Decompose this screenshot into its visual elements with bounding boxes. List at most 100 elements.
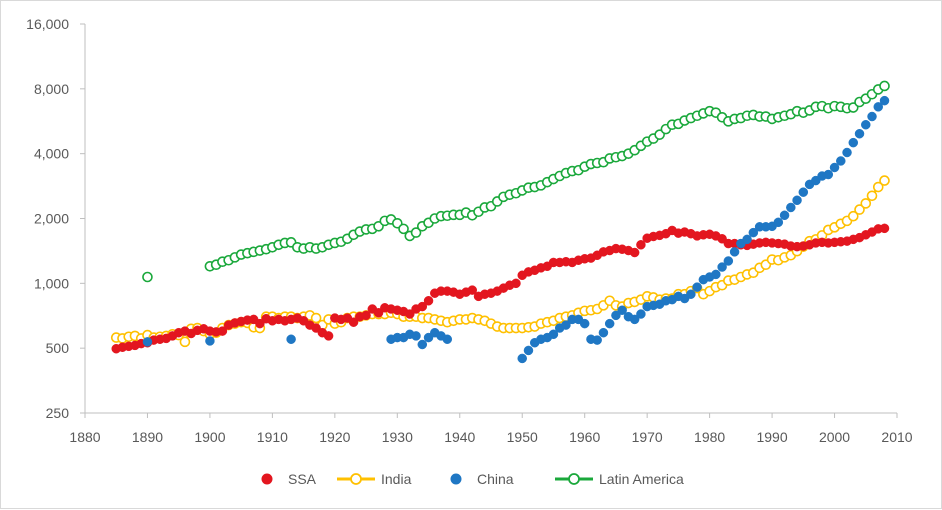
data-point (598, 327, 609, 338)
x-tick-label: 1880 (69, 429, 100, 445)
data-point (792, 195, 802, 206)
legend-label: China (477, 471, 514, 487)
x-tick-label: 1900 (194, 429, 225, 445)
data-point (411, 331, 421, 341)
data-point (742, 234, 752, 245)
data-point (879, 95, 890, 106)
data-point (604, 318, 615, 329)
y-tick-label: 4,000 (34, 146, 69, 162)
data-point (323, 331, 334, 341)
legend-label: SSA (288, 471, 317, 487)
data-point (523, 345, 534, 356)
data-point (398, 223, 409, 235)
y-tick-label: 250 (46, 405, 70, 421)
data-point (636, 309, 646, 319)
x-tick-label: 1890 (132, 429, 163, 445)
legend-label: Latin America (599, 471, 684, 487)
data-point (348, 317, 359, 327)
data-point (786, 202, 796, 213)
data-point (773, 217, 784, 228)
data-point (829, 162, 840, 173)
series-ssa (111, 223, 890, 354)
x-tick-label: 1940 (444, 429, 475, 445)
data-point (511, 278, 521, 289)
data-point (854, 128, 865, 139)
data-point (423, 296, 434, 306)
data-point (517, 353, 527, 364)
data-point (617, 305, 627, 315)
x-tick-labels: 1880 1890 1900 1910 1920 1930 1940 1950 1960 1970… (69, 429, 912, 445)
series-layer (110, 80, 890, 364)
data-point (442, 334, 453, 344)
y-tick-label: 1,000 (34, 275, 69, 291)
data-point (692, 282, 702, 292)
data-point (611, 310, 621, 321)
data-point (423, 332, 434, 343)
legend-marker (450, 473, 462, 485)
data-point (417, 339, 428, 350)
y-tick-label: 2,000 (34, 211, 69, 227)
data-point (310, 312, 322, 324)
data-point (711, 269, 721, 280)
data-point (417, 301, 428, 312)
y-tick-label: 500 (46, 340, 70, 356)
y-tick-label: 8,000 (34, 81, 69, 97)
series-latin-america (142, 80, 890, 283)
legend-item-india: India (337, 471, 412, 487)
legend-marker (261, 473, 273, 485)
data-point (142, 337, 153, 347)
data-point (255, 318, 265, 329)
x-tick-label: 1980 (694, 429, 725, 445)
data-point (867, 111, 877, 122)
legend-marker (350, 473, 362, 485)
data-point (717, 262, 727, 272)
x-tick-label: 1910 (257, 429, 288, 445)
data-point (866, 190, 878, 202)
data-point (579, 318, 590, 329)
data-point (142, 271, 153, 283)
data-point (636, 240, 646, 250)
data-point (854, 204, 865, 215)
data-point (748, 227, 759, 238)
data-point (823, 169, 834, 180)
series-china (142, 95, 890, 364)
legend: SSA India China Latin America (261, 471, 684, 487)
data-point (872, 181, 884, 193)
data-point (373, 308, 384, 318)
x-tick-label: 1950 (507, 429, 538, 445)
data-point (842, 147, 852, 158)
y-tick-labels: 250 500 1,000 2,000 4,000 8,000 16,000 (26, 16, 69, 421)
data-point (592, 335, 602, 345)
data-point (629, 247, 640, 258)
data-point (879, 80, 890, 92)
legend-label: India (381, 471, 412, 487)
data-point (561, 320, 571, 330)
data-point (860, 198, 872, 209)
data-point (847, 210, 859, 222)
x-tick-label: 2010 (881, 429, 912, 445)
y-tick-label: 16,000 (26, 16, 69, 32)
data-point (729, 247, 740, 257)
x-tick-label: 1930 (382, 429, 413, 445)
data-point (286, 334, 296, 344)
data-point (179, 336, 191, 348)
legend-item-ssa: SSA (261, 471, 317, 487)
data-point (361, 310, 371, 321)
data-point (205, 336, 215, 346)
data-point (861, 119, 871, 130)
data-point (836, 156, 846, 166)
data-point (410, 227, 422, 238)
x-tick-label: 1920 (319, 429, 350, 445)
axes (80, 23, 898, 418)
data-point (548, 329, 559, 340)
x-tick-label: 1960 (569, 429, 600, 445)
data-point (686, 289, 696, 299)
data-point (723, 256, 734, 266)
data-point (873, 102, 884, 112)
data-point (217, 326, 228, 336)
data-point (879, 175, 890, 186)
data-point (467, 285, 478, 295)
x-tick-label: 2000 (819, 429, 850, 445)
